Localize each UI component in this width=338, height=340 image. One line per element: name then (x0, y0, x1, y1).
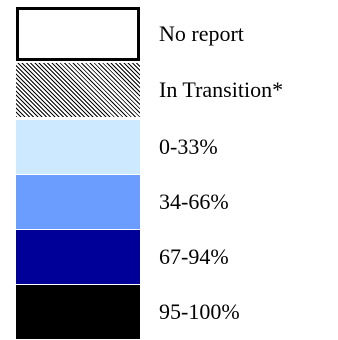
legend-swatch-0-33 (16, 120, 140, 174)
legend-swatch-in-transition (16, 63, 140, 117)
legend-label-67-94: 67-94% (159, 244, 229, 269)
legend-row-34-66: 34-66% (0, 175, 338, 229)
legend-swatch-34-66 (16, 175, 140, 229)
legend-swatch-67-94 (16, 230, 140, 284)
legend-row-in-transition: In Transition* (0, 63, 338, 117)
legend-label-0-33: 0-33% (159, 134, 218, 159)
legend-label-95-100: 95-100% (159, 299, 240, 324)
legend-label-no-report: No report (159, 21, 244, 46)
legend-row-67-94: 67-94% (0, 230, 338, 284)
legend-row-0-33: 0-33% (0, 120, 338, 174)
legend-swatch-95-100 (16, 285, 140, 339)
legend-label-in-transition: In Transition* (159, 77, 284, 102)
legend-row-95-100: 95-100% (0, 285, 338, 339)
legend-row-no-report: No report (0, 7, 338, 61)
legend-swatch-no-report (16, 7, 140, 61)
legend-label-34-66: 34-66% (159, 189, 229, 214)
